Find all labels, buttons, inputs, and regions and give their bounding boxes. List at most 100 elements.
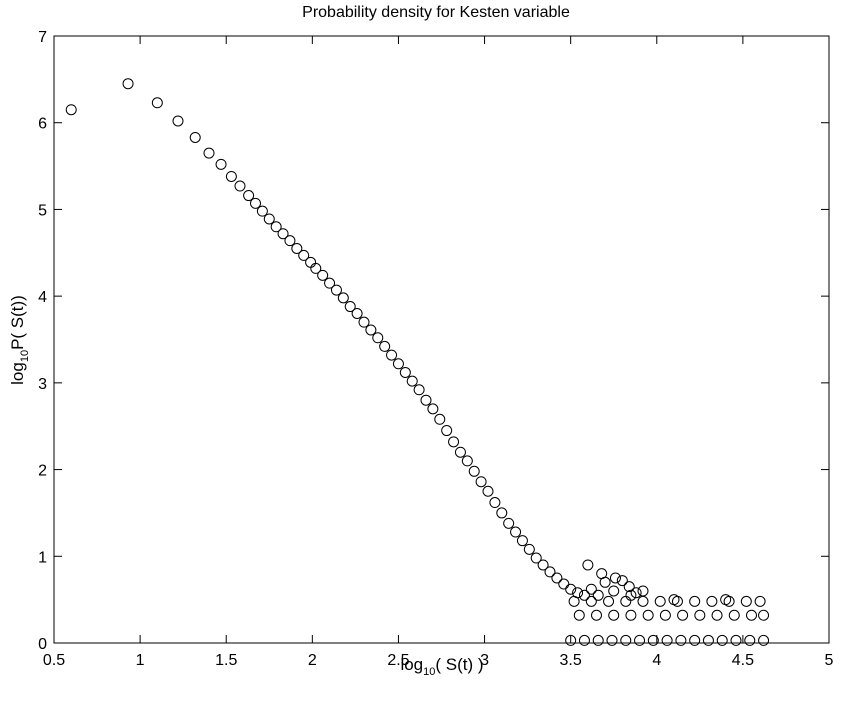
data-point <box>558 578 570 590</box>
data-point <box>592 634 604 646</box>
tick-labels: 0.5 1 1.5 2 2.5 3 3.5 4 4.5 5 0 1 2 3 4 5 6 7 <box>38 29 833 669</box>
data-point <box>728 609 740 621</box>
x-tick-label: 2.5 <box>387 652 409 669</box>
data-point <box>344 301 356 313</box>
data-point <box>523 543 535 555</box>
data-point <box>496 507 508 519</box>
y-axis-label: log10P( S(t)) <box>8 295 31 385</box>
data-point <box>317 269 329 281</box>
data-point <box>243 190 255 202</box>
y-axis-label-rest: P( S(t)) <box>8 295 27 350</box>
data-point <box>284 235 296 247</box>
x-tick-label: 0.5 <box>43 652 65 669</box>
y-axis-label-subscript: 10 <box>19 350 31 362</box>
data-point <box>434 413 446 425</box>
data-point <box>337 292 349 304</box>
data-point <box>65 104 77 116</box>
data-point <box>379 340 391 352</box>
plot-area-frame <box>53 35 830 644</box>
data-point <box>441 425 453 437</box>
data-point <box>351 307 363 319</box>
data-point <box>661 634 673 646</box>
data-point <box>637 595 649 607</box>
x-axis-label: log10( S(t) ) <box>400 655 483 678</box>
data-point <box>659 609 671 621</box>
data-point <box>616 575 628 587</box>
data-point <box>608 609 620 621</box>
data-point <box>399 366 411 378</box>
data-point <box>675 634 687 646</box>
x-tick-label: 4.5 <box>732 652 754 669</box>
x-tick-label: 4 <box>652 652 661 669</box>
data-point <box>358 316 370 328</box>
data-point <box>503 517 515 529</box>
data-point <box>647 634 659 646</box>
data-point <box>689 634 701 646</box>
data-point <box>746 609 757 621</box>
x-tick-label: 3.5 <box>560 652 582 669</box>
data-point <box>420 394 432 406</box>
data-point <box>270 221 282 233</box>
data-point <box>330 284 342 296</box>
data-point <box>591 609 602 621</box>
data-point <box>461 455 473 467</box>
data-point <box>608 585 620 597</box>
data-point <box>592 589 604 601</box>
data-point <box>623 581 635 593</box>
x-tick-label: 2 <box>308 652 317 669</box>
data-point <box>413 384 425 396</box>
y-tick-label: 7 <box>38 29 47 46</box>
y-tick-label: 0 <box>38 636 47 653</box>
data-point <box>454 446 466 458</box>
data-point <box>677 609 689 621</box>
data-point <box>372 332 384 344</box>
x-axis-label-subscript: 10 <box>423 666 435 678</box>
data-point <box>172 115 184 127</box>
chart-title: Probability density for Kesten variable <box>302 4 570 21</box>
data-point <box>475 476 487 488</box>
data-point <box>620 634 632 646</box>
y-tick-label: 6 <box>38 116 47 133</box>
data-point <box>689 595 701 607</box>
data-point <box>234 180 246 192</box>
data-point <box>298 249 310 261</box>
data-point <box>122 78 134 90</box>
data-point <box>754 595 766 607</box>
x-tick-label: 1.5 <box>215 652 237 669</box>
data-point <box>482 485 494 497</box>
data-point <box>585 583 597 595</box>
x-tick-label: 5 <box>825 652 834 669</box>
y-tick-label: 4 <box>38 289 47 306</box>
data-point <box>537 559 549 571</box>
data-point <box>568 595 580 607</box>
data-point <box>609 572 621 584</box>
data-point <box>596 568 608 580</box>
data-point <box>406 375 418 387</box>
y-tick-label: 2 <box>38 463 47 480</box>
x-axis-label-base: log <box>400 655 423 674</box>
data-point <box>510 526 522 538</box>
data-point <box>744 634 756 646</box>
data-point <box>578 634 590 646</box>
data-point <box>203 147 215 159</box>
x-axis-label-rest: ( S(t) ) <box>435 655 483 674</box>
data-point <box>530 552 542 564</box>
data-point <box>630 587 642 599</box>
data-point <box>386 349 398 361</box>
data-point <box>694 609 706 621</box>
data-point <box>582 559 594 571</box>
data-point <box>310 262 322 274</box>
data-point <box>225 170 237 182</box>
data-point <box>702 634 714 646</box>
data-point <box>730 634 742 646</box>
y-tick-label: 1 <box>38 549 47 566</box>
data-point <box>489 497 501 509</box>
axis-ticks <box>53 35 830 644</box>
data-point <box>392 358 404 370</box>
data-point <box>606 634 618 646</box>
data-point <box>365 324 377 336</box>
data-point <box>620 595 632 607</box>
data-point <box>642 609 654 621</box>
data-point <box>468 465 480 477</box>
